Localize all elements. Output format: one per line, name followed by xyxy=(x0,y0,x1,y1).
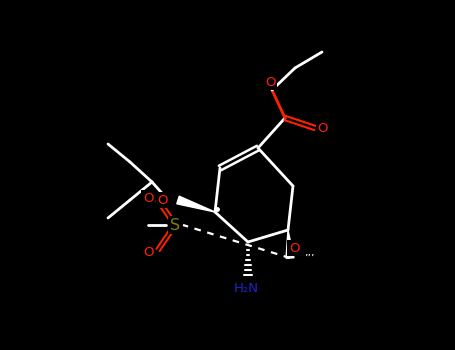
Polygon shape xyxy=(177,196,215,212)
Text: O: O xyxy=(265,76,275,89)
Text: O: O xyxy=(289,241,299,254)
Polygon shape xyxy=(286,230,294,258)
Text: O: O xyxy=(318,121,328,134)
Text: S: S xyxy=(170,217,180,232)
Text: O: O xyxy=(143,245,153,259)
Text: ’’’: ’’’ xyxy=(304,254,314,264)
Text: H₂N: H₂N xyxy=(233,282,258,295)
Text: O: O xyxy=(143,191,153,204)
Text: O: O xyxy=(157,194,168,206)
